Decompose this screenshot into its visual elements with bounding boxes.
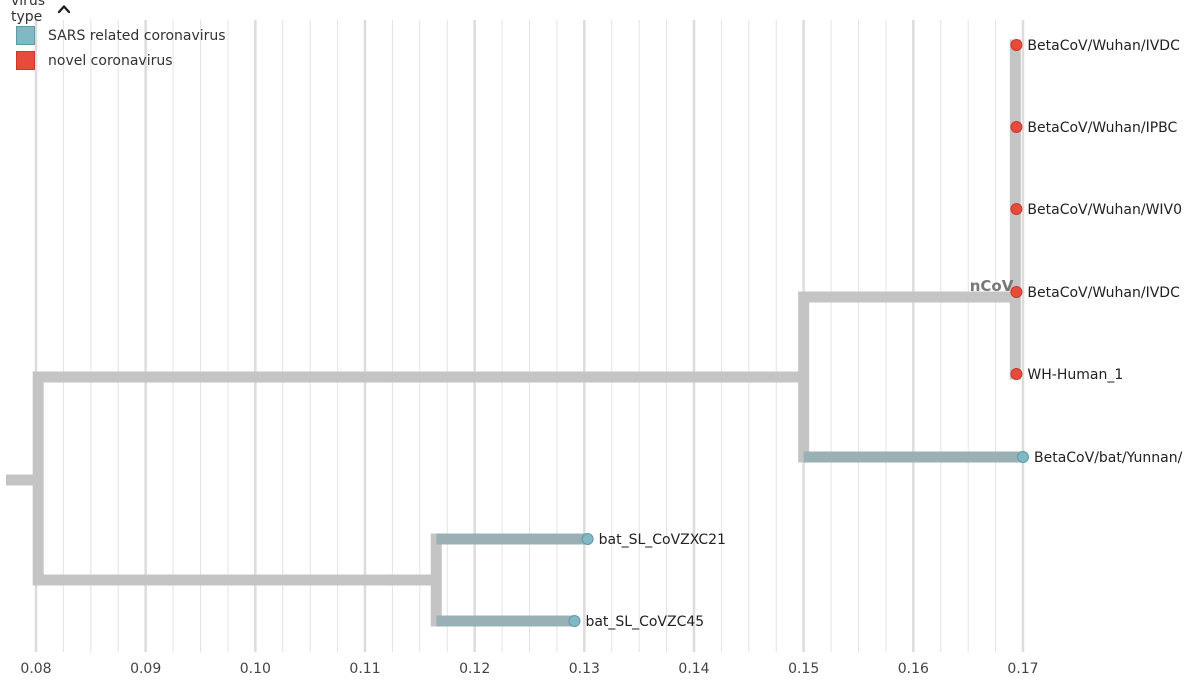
x-axis: 0.08 0.09 0.10 0.11 0.12 0.13 0.14 0.15 0.16 0.17 [20, 661, 1038, 677]
tip-label: bat_SL_CoVZC45 [585, 614, 704, 630]
chevron-up-icon[interactable] [57, 2, 71, 16]
x-tick-label: 0.11 [349, 661, 380, 677]
x-tick-label: 0.08 [20, 661, 51, 677]
tip-marker [1010, 121, 1023, 133]
tip-marker [581, 533, 594, 545]
tip-label: BetaCoV/Wuhan/IPBC [1027, 120, 1177, 136]
tip-marker [1010, 39, 1023, 51]
legend-item-sars[interactable]: SARS related coronavirus [16, 26, 226, 45]
legend-swatch-novel [16, 51, 35, 70]
legend-swatch-sars [16, 26, 35, 45]
legend-item-novel[interactable]: novel coronavirus [16, 51, 173, 70]
tree-labels: BetaCoV/Wuhan/IVDC BetaCoV/Wuhan/IPBC Beta… [585, 38, 1182, 630]
x-tick-label: 0.12 [459, 661, 490, 677]
x-tick-label: 0.16 [898, 661, 929, 677]
tip-marker [1010, 203, 1023, 215]
x-tick-label: 0.10 [240, 661, 271, 677]
tip-label: bat_SL_CoVZXC21 [599, 532, 726, 548]
tip-label: WH-Human_1 [1027, 367, 1123, 383]
tip-marker [1017, 451, 1029, 463]
x-tick-label: 0.13 [569, 661, 600, 677]
x-tick-label: 0.09 [130, 661, 161, 677]
legend-label: SARS related coronavirus [48, 27, 226, 44]
tip-marker [1010, 286, 1023, 298]
tree-tips [568, 39, 1029, 627]
tip-label: BetaCoV/Wuhan/WIV0 [1027, 202, 1182, 218]
tip-label: BetaCoV/Wuhan/IVDC [1027, 285, 1180, 301]
x-tick-label: 0.14 [678, 661, 709, 677]
tip-marker [1010, 368, 1023, 380]
clade-label-ncov: nCoV [970, 277, 1014, 295]
x-tick-label: 0.15 [788, 661, 819, 677]
legend-title: virus type [11, 0, 46, 25]
x-tick-label: 0.17 [1007, 661, 1038, 677]
tip-label: BetaCoV/bat/Yunnan/ [1034, 450, 1183, 466]
tree-branches [6, 39, 1023, 627]
tip-marker [568, 615, 581, 627]
legend-label: novel coronavirus [48, 52, 173, 69]
grid-lines [34, 20, 1025, 652]
tip-label: BetaCoV/Wuhan/IVDC [1027, 38, 1180, 54]
legend-toggle[interactable]: virus type [11, 0, 71, 25]
